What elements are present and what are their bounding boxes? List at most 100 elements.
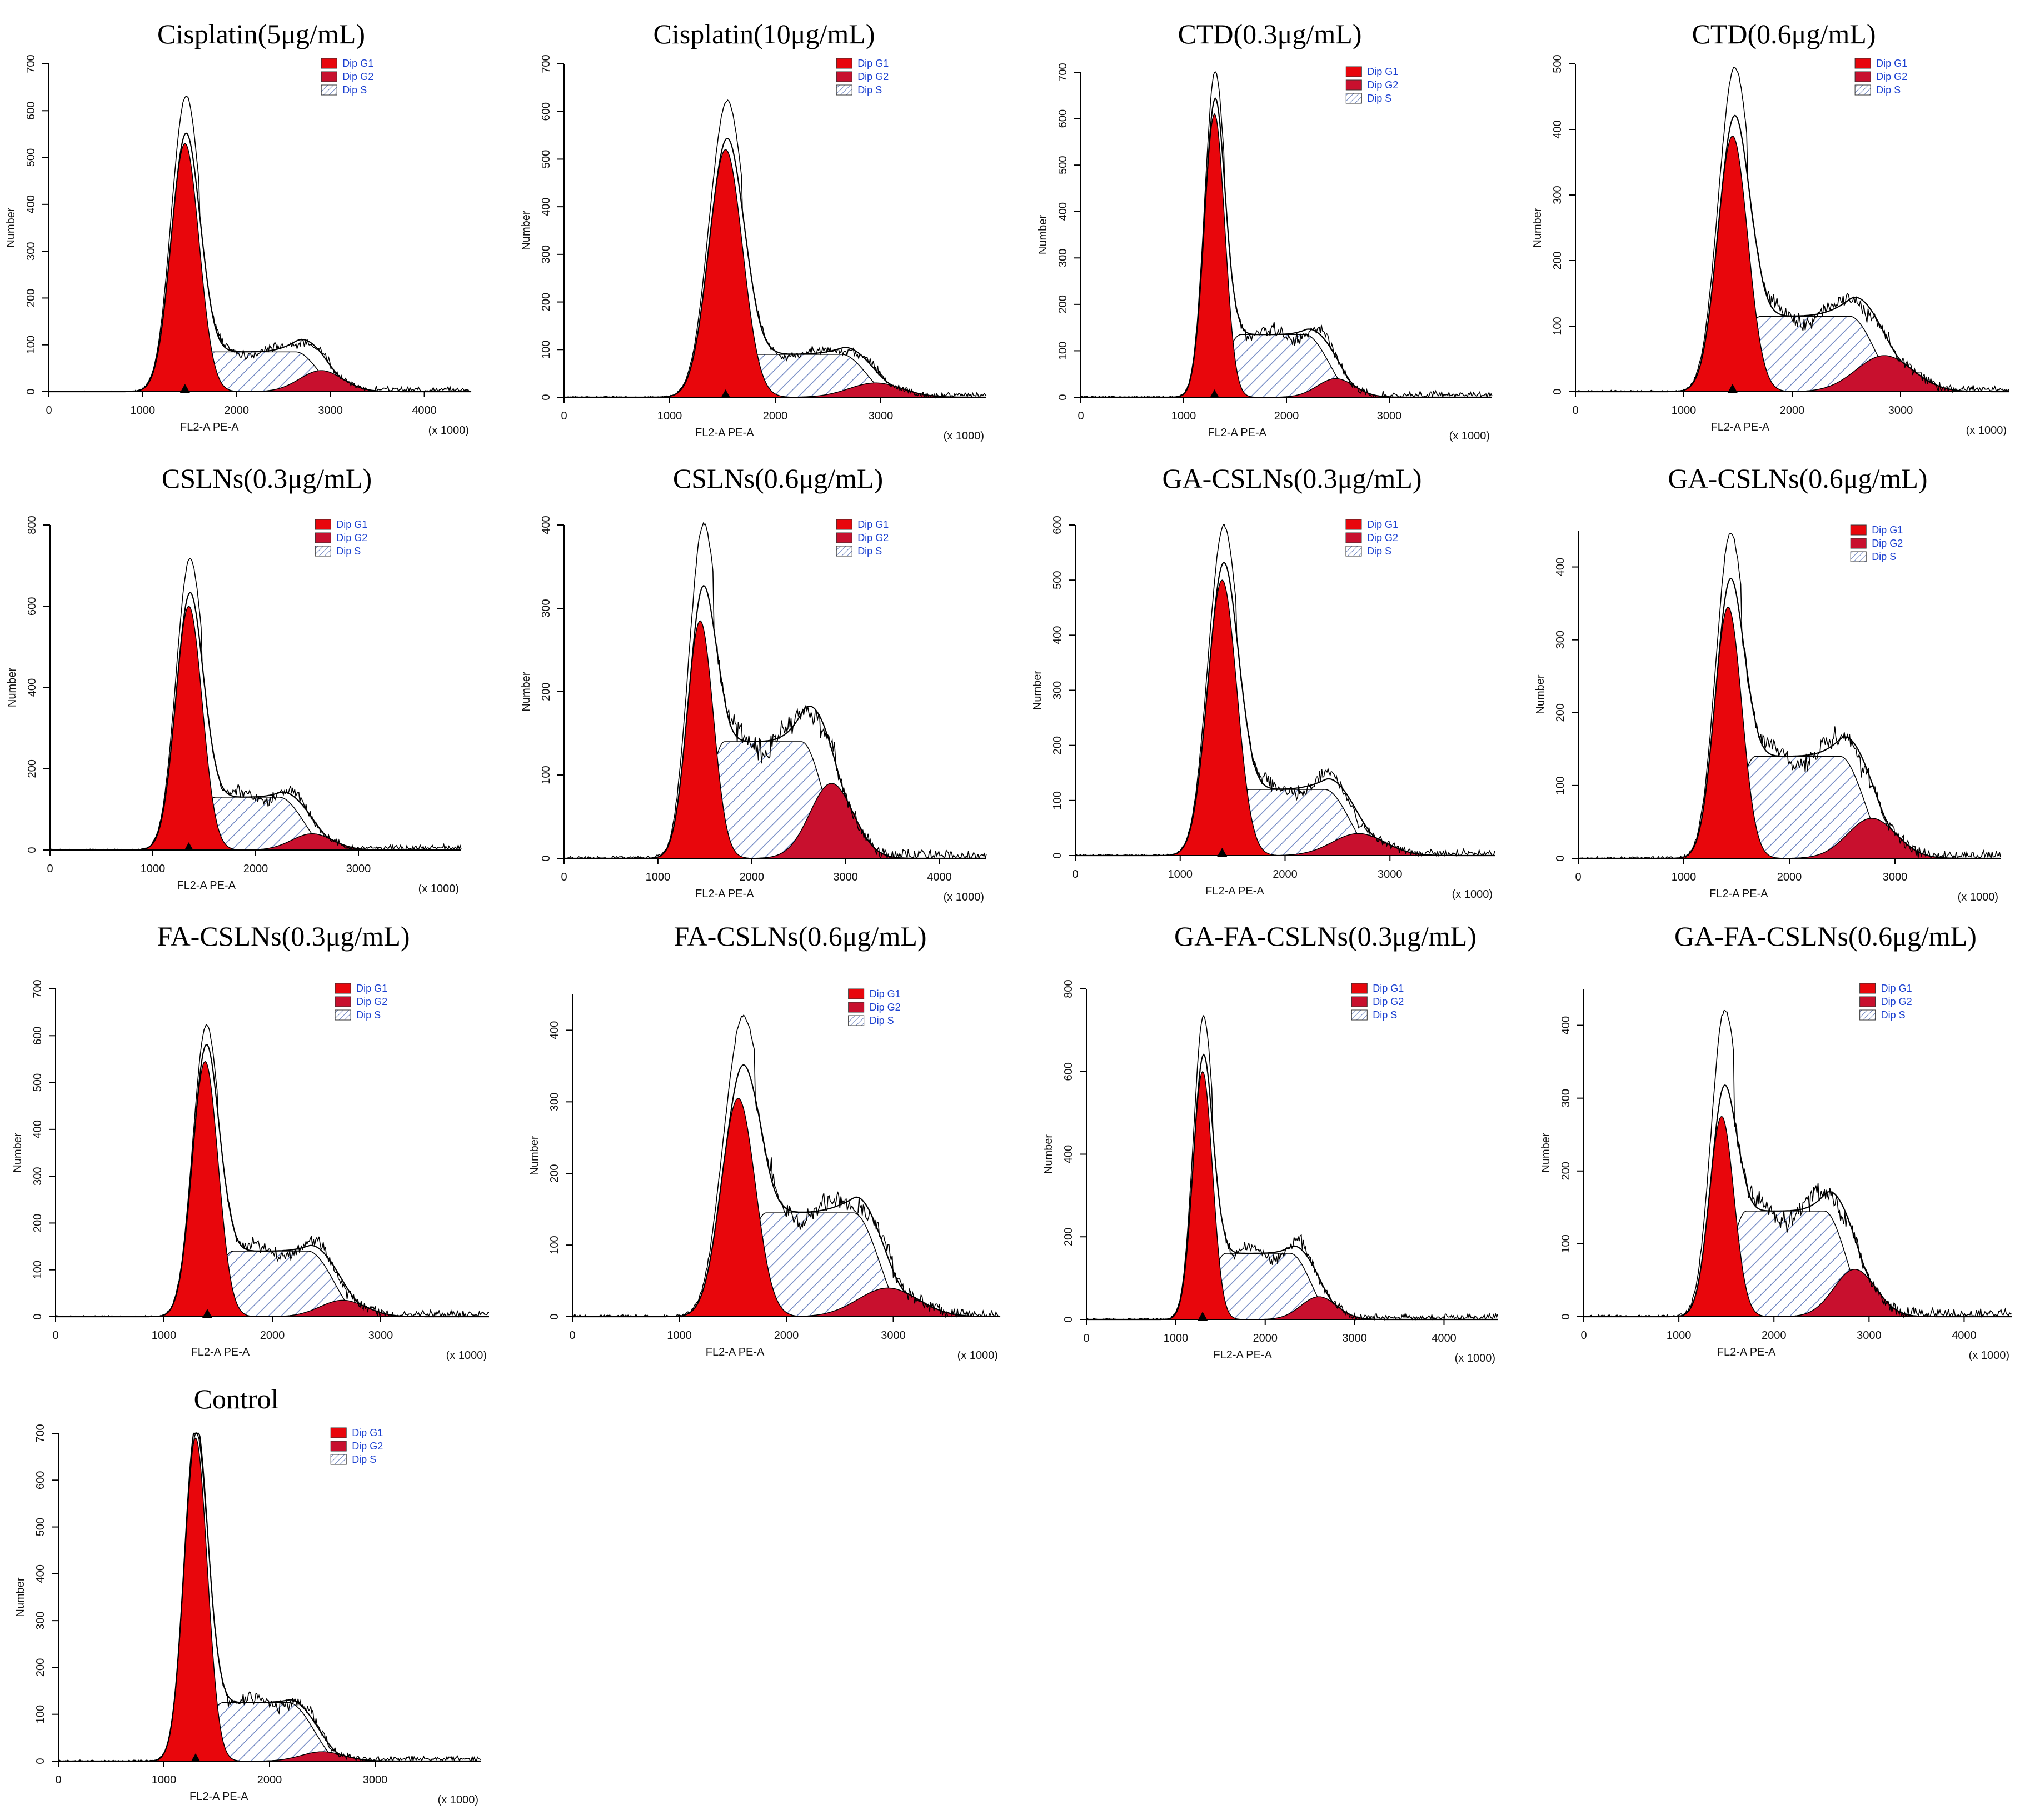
panel-title: CSLNs(0.3μg/mL) [162, 463, 372, 494]
raw-histogram-line [58, 1432, 481, 1762]
y-tick-label: 400 [1057, 202, 1069, 221]
y-tick-label: 400 [32, 1120, 44, 1138]
histogram-panel: CTD(0.3μg/mL) 0 100 200 300 400 500 600 700 0 1000… [1037, 18, 1493, 442]
legend-swatch [1351, 1009, 1368, 1021]
x-tick-label: 3000 [363, 1774, 388, 1786]
x-tick-label: 2000 [1273, 868, 1298, 881]
legend-swatch [1854, 84, 1871, 96]
panel-title: GA-CSLNs(0.6μg/mL) [1668, 463, 1927, 494]
legend-label: Dip S [857, 84, 882, 96]
x-tick-label: 3000 [1883, 871, 1908, 883]
panel-title: Cisplatin(10μg/mL) [654, 18, 875, 49]
legend-label: Dip G2 [356, 996, 387, 1007]
histogram-panel: CTD(0.6μg/mL) 0 100 200 300 400 500 0 1000 2000 30… [1532, 18, 2009, 437]
x-tick-label: 2000 [1762, 1329, 1787, 1342]
legend-label: Dip G1 [1876, 58, 1907, 69]
legend-label: Dip G2 [1367, 532, 1398, 543]
legend-swatch [1345, 66, 1362, 77]
legend-label: Dip S [352, 1454, 376, 1465]
legend-label: Dip G1 [336, 519, 367, 530]
legend-label: Dip S [1367, 93, 1391, 104]
legend-label: Dip G1 [352, 1427, 383, 1438]
histogram-panel: GA-FA-CSLNs(0.3μg/mL) 0 200 400 600 800 0 1000 2… [1043, 921, 1498, 1364]
y-tick-label: 300 [32, 1167, 44, 1185]
histogram-panel: Control 0 100 200 300 400 500 600 700 0 1000 2000 30… [14, 1383, 481, 1806]
y-tick-label: 200 [34, 1658, 47, 1677]
g1-mean-marker [1198, 1312, 1208, 1321]
legend-swatch [1850, 538, 1867, 549]
dip-s-area [1584, 1211, 2012, 1317]
y-tick-label: 100 [540, 766, 552, 784]
y-tick-label: 0 [26, 847, 38, 853]
x-tick-label: 1000 [141, 863, 166, 875]
y-tick-label: 400 [548, 1021, 561, 1039]
x-axis-label: FL2-A PE-A [1711, 421, 1770, 433]
x-tick-label: 1000 [1168, 868, 1193, 881]
y-axis-label: Number [520, 672, 532, 711]
x-tick-label: 3000 [1342, 1332, 1367, 1344]
x-tick-label: 3000 [881, 1329, 906, 1342]
y-tick-label: 0 [32, 1313, 44, 1319]
legend-swatch [1850, 524, 1867, 536]
legend-label: Dip S [356, 1009, 381, 1021]
legend-swatch [836, 519, 852, 530]
y-tick-label: 100 [1560, 1234, 1572, 1253]
x-tick-label: 2000 [225, 404, 250, 417]
panel-title: GA-FA-CSLNs(0.3μg/mL) [1174, 921, 1477, 952]
legend-swatch [321, 58, 337, 69]
legend-swatch [1850, 551, 1867, 562]
x-tick-label: 1000 [667, 1329, 692, 1342]
legend-swatch [848, 988, 865, 999]
y-tick-label: 100 [34, 1705, 47, 1723]
y-tick-label: 100 [25, 336, 37, 354]
legend-label: Dip G1 [1872, 524, 1903, 536]
x-axis-label: FL2-A PE-A [180, 421, 239, 433]
x-tick-label: 3000 [869, 410, 894, 422]
panel-title: Control [194, 1383, 279, 1414]
x-unit-label: (x 1000) [446, 1349, 487, 1362]
y-tick-label: 0 [34, 1758, 47, 1764]
legend-label: Dip S [1881, 1009, 1906, 1021]
legend-label: Dip G2 [1373, 996, 1404, 1007]
x-tick-label: 0 [1580, 1329, 1587, 1342]
y-tick-label: 200 [1063, 1228, 1075, 1246]
dip-s-area [564, 741, 986, 859]
x-tick-label: 1000 [1171, 410, 1196, 422]
y-tick-label: 200 [540, 293, 552, 311]
raw-histogram-line [1578, 533, 2001, 860]
x-unit-label: (x 1000) [1969, 1349, 2009, 1362]
g1-mean-marker [191, 1753, 201, 1762]
histogram-panel: Cisplatin(5μg/mL) 0 100 200 300 400 500 600 700 0… [5, 18, 472, 437]
x-tick-label: 1000 [131, 404, 156, 417]
x-tick-label: 1000 [646, 871, 671, 883]
x-axis-label: FL2-A PE-A [1709, 888, 1768, 900]
histogram-panel: Cisplatin(10μg/mL) 0 100 200 300 400 500 600 700… [520, 18, 987, 442]
legend-swatch [335, 983, 351, 994]
g1-mean-marker [179, 384, 190, 393]
legend-swatch [1859, 996, 1876, 1007]
dip-s-area [564, 354, 986, 398]
x-tick-label: 3000 [1378, 868, 1403, 881]
legend-swatch [315, 532, 331, 543]
legend-swatch [1345, 79, 1362, 91]
legend-label: Dip G1 [1367, 519, 1398, 530]
y-tick-label: 300 [1051, 681, 1064, 699]
legend-label: Dip G1 [342, 58, 373, 69]
x-unit-label: (x 1000) [1449, 430, 1490, 442]
y-tick-label: 100 [1552, 317, 1564, 335]
legend-label: Dip G1 [857, 58, 889, 69]
legend-swatch [321, 71, 337, 82]
legend-label: Dip G1 [1367, 66, 1398, 77]
y-tick-label: 400 [34, 1564, 47, 1583]
dip-s-area [58, 1702, 481, 1762]
x-tick-label: 2000 [740, 871, 765, 883]
legend-label: Dip S [1876, 84, 1901, 96]
y-tick-label: 800 [26, 516, 38, 534]
y-tick-label: 800 [1063, 979, 1075, 998]
dip-s-area [1075, 789, 1495, 856]
y-tick-label: 500 [25, 148, 37, 167]
y-axis-label: Number [6, 668, 18, 707]
y-axis-label: Number [1037, 215, 1049, 254]
raw-histogram-line [564, 99, 987, 399]
